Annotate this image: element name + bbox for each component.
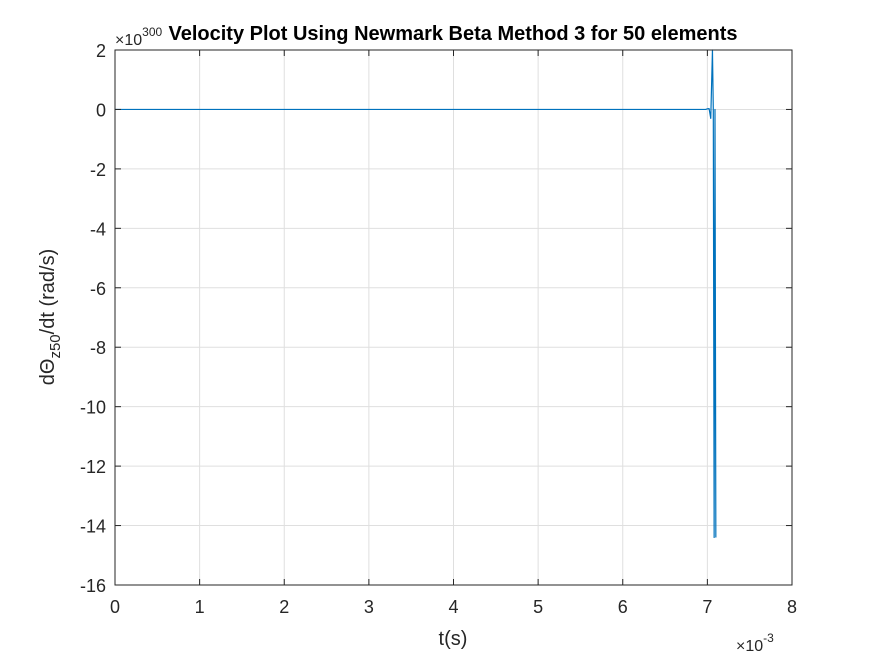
x-tick-label: 6 bbox=[618, 597, 628, 617]
chart-title: Velocity Plot Using Newmark Beta Method … bbox=[168, 23, 737, 45]
plot-area bbox=[115, 49, 717, 539]
y-axis-label-subscript: z50 bbox=[47, 334, 64, 358]
y-axis-label: dΘz50/dt (rad/s) bbox=[37, 249, 64, 385]
x-tick-label: 5 bbox=[533, 597, 543, 617]
x-tick-label: 1 bbox=[195, 597, 205, 617]
y-tick-label: -12 bbox=[80, 457, 106, 477]
x-axis-label: t(s) bbox=[439, 628, 468, 650]
x-tick-label: 7 bbox=[702, 597, 712, 617]
y-tick-label: 0 bbox=[96, 100, 106, 120]
x-multiplier-exponent: -3 bbox=[763, 631, 774, 645]
y-tick-label: -16 bbox=[80, 576, 106, 596]
y-axis-label-suffix: /dt (rad/s) bbox=[37, 249, 59, 335]
y-multiplier: ×10300 bbox=[115, 25, 162, 49]
x-tick-label: 0 bbox=[110, 597, 120, 617]
y-multiplier-base: ×10 bbox=[115, 32, 142, 49]
y-axis-label-prefix: dΘ bbox=[37, 359, 59, 386]
y-tick-label: -2 bbox=[90, 160, 106, 180]
y-tick-label: -6 bbox=[90, 279, 106, 299]
series-line bbox=[115, 49, 717, 539]
x-tick-label: 4 bbox=[448, 597, 458, 617]
axis-ticks bbox=[114, 49, 793, 586]
x-multiplier-base: ×10 bbox=[736, 638, 763, 655]
y-tick-label: 2 bbox=[96, 41, 106, 61]
y-tick-label: -8 bbox=[90, 338, 106, 358]
x-tick-label: 8 bbox=[787, 597, 797, 617]
y-tick-label: -14 bbox=[80, 517, 106, 537]
y-multiplier-exponent: 300 bbox=[142, 25, 162, 39]
x-tick-label: 2 bbox=[279, 597, 289, 617]
y-tick-label: -4 bbox=[90, 219, 106, 239]
y-tick-label: -10 bbox=[80, 398, 106, 418]
tick-labels: 0 1 2 3 4 5 6 7 8 -16 -14 -12 -10 -8 -6 -4 -2 0 2 bbox=[80, 41, 797, 617]
x-multiplier: ×10-3 bbox=[736, 631, 774, 655]
x-tick-label: 3 bbox=[364, 597, 374, 617]
